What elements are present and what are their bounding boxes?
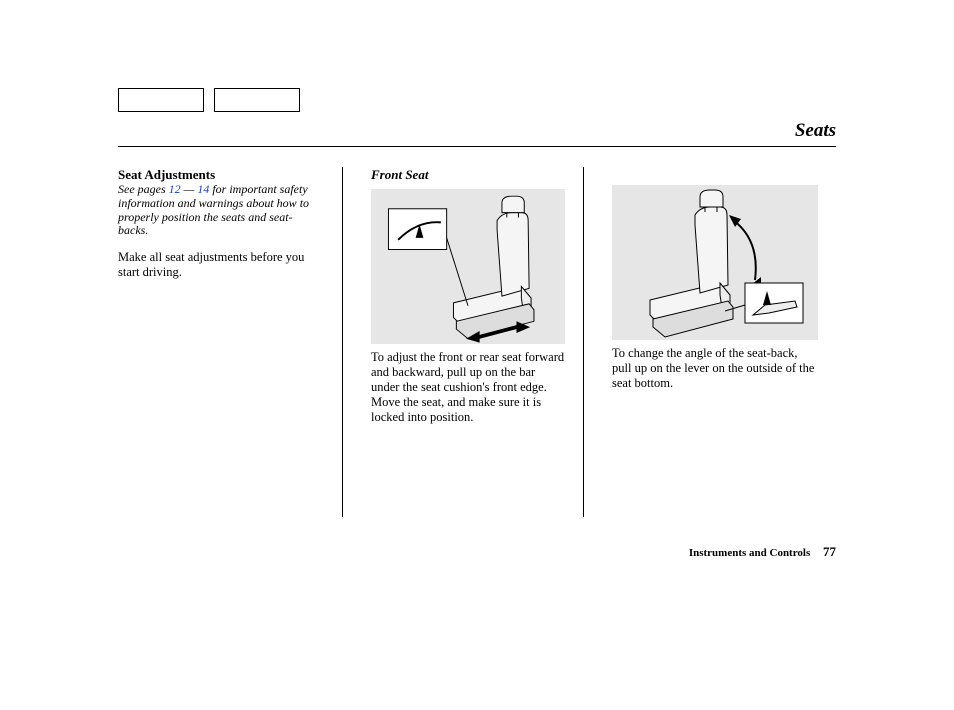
column-middle: Front Seat (359, 167, 577, 517)
figure-seat-slide (371, 189, 565, 344)
safety-mid: — (181, 182, 198, 196)
footer-section-label: Instruments and Controls (689, 547, 810, 559)
header-box-2[interactable] (214, 88, 300, 112)
section-heading: Seat Adjustments (118, 167, 322, 183)
column-divider-2 (583, 167, 584, 517)
seat-slide-illustration-icon (371, 189, 565, 344)
right-body-text: To change the angle of the seat-back, pu… (612, 346, 818, 391)
column-divider-1 (342, 167, 343, 517)
header-nav-boxes (118, 88, 300, 112)
column-right: To change the angle of the seat-back, pu… (600, 167, 818, 517)
safety-note: See pages 12 — 14 for important safety i… (118, 183, 322, 238)
figure-seat-recline (612, 185, 818, 340)
header-box-1[interactable] (118, 88, 204, 112)
left-body-text: Make all seat adjustments before you sta… (118, 250, 322, 280)
spacer (612, 167, 818, 185)
content-columns: Seat Adjustments See pages 12 — 14 for i… (118, 167, 836, 517)
column-left: Seat Adjustments See pages 12 — 14 for i… (118, 167, 336, 517)
page-link-14[interactable]: 14 (197, 182, 209, 196)
front-seat-subheading: Front Seat (371, 167, 565, 183)
seat-recline-illustration-icon (612, 185, 818, 340)
page-footer: Instruments and Controls 77 (689, 544, 836, 560)
page-link-12[interactable]: 12 (169, 182, 181, 196)
page-title: Seats (795, 120, 836, 142)
mid-body-text: To adjust the front or rear seat forward… (371, 350, 565, 425)
title-divider (118, 146, 836, 147)
footer-page-number: 77 (823, 544, 836, 559)
safety-prefix: See pages (118, 182, 169, 196)
